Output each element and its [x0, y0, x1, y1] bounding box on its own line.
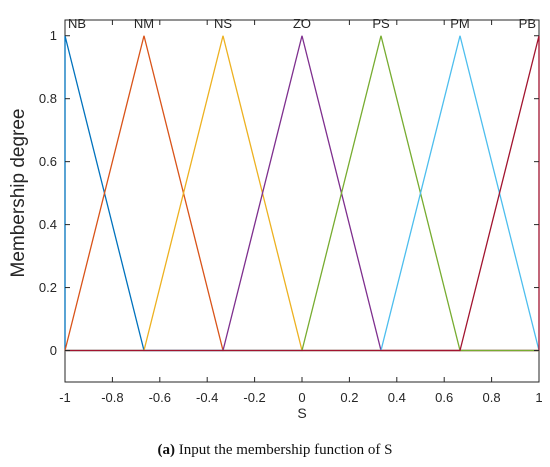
figure-caption: (a) Input the membership function of S — [0, 442, 550, 459]
x-tick-label: -0.2 — [243, 390, 265, 405]
series-label-nb: NB — [68, 16, 86, 31]
x-tick-label: 0 — [298, 390, 305, 405]
series-label-zo: ZO — [293, 16, 311, 31]
series-label-ps: PS — [372, 16, 390, 31]
y-tick-label: 0.4 — [39, 217, 57, 232]
y-tick-label: 1 — [50, 28, 57, 43]
x-tick-label: 1 — [535, 390, 542, 405]
x-ticks: -1 -0.8 -0.6 -0.4 -0.2 0 0.2 0.4 0.6 0.8 1 — [59, 20, 543, 405]
y-ticks: 0 0.2 0.4 0.6 0.8 1 — [39, 28, 539, 358]
series-label-ns: NS — [214, 16, 232, 31]
y-tick-label: 0.2 — [39, 280, 57, 295]
series-label-pm: PM — [450, 16, 470, 31]
series-label-nm: NM — [134, 16, 154, 31]
membership-chart: -1 -0.8 -0.6 -0.4 -0.2 0 0.2 0.4 0.6 0.8 1 0 0.2 0.4… — [8, 16, 543, 421]
x-axis-label: S — [297, 405, 306, 421]
x-tick-label: -0.8 — [101, 390, 123, 405]
caption-label: (a) — [157, 442, 176, 458]
series-layer — [64, 35, 540, 352]
x-tick-label: 0.4 — [388, 390, 406, 405]
x-tick-label: 0.6 — [435, 390, 453, 405]
series-label-pb: PB — [519, 16, 536, 31]
x-tick-label: 0.2 — [340, 390, 358, 405]
x-tick-label: 0.8 — [483, 390, 501, 405]
series-labels: NB NM NS ZO PS PM PB — [68, 16, 536, 31]
series-line-pb — [65, 35, 540, 352]
x-tick-label: -1 — [59, 390, 71, 405]
axes-box — [64, 19, 540, 383]
x-tick-label: -0.4 — [196, 390, 218, 405]
y-tick-label: 0.6 — [39, 154, 57, 169]
y-tick-label: 0 — [50, 343, 57, 358]
x-tick-label: -0.6 — [149, 390, 171, 405]
y-axis-label: Membership degree — [8, 109, 29, 278]
y-tick-label: 0.8 — [39, 91, 57, 106]
caption-text: Input the membership function of S — [175, 442, 393, 458]
plot-area — [64, 19, 540, 383]
